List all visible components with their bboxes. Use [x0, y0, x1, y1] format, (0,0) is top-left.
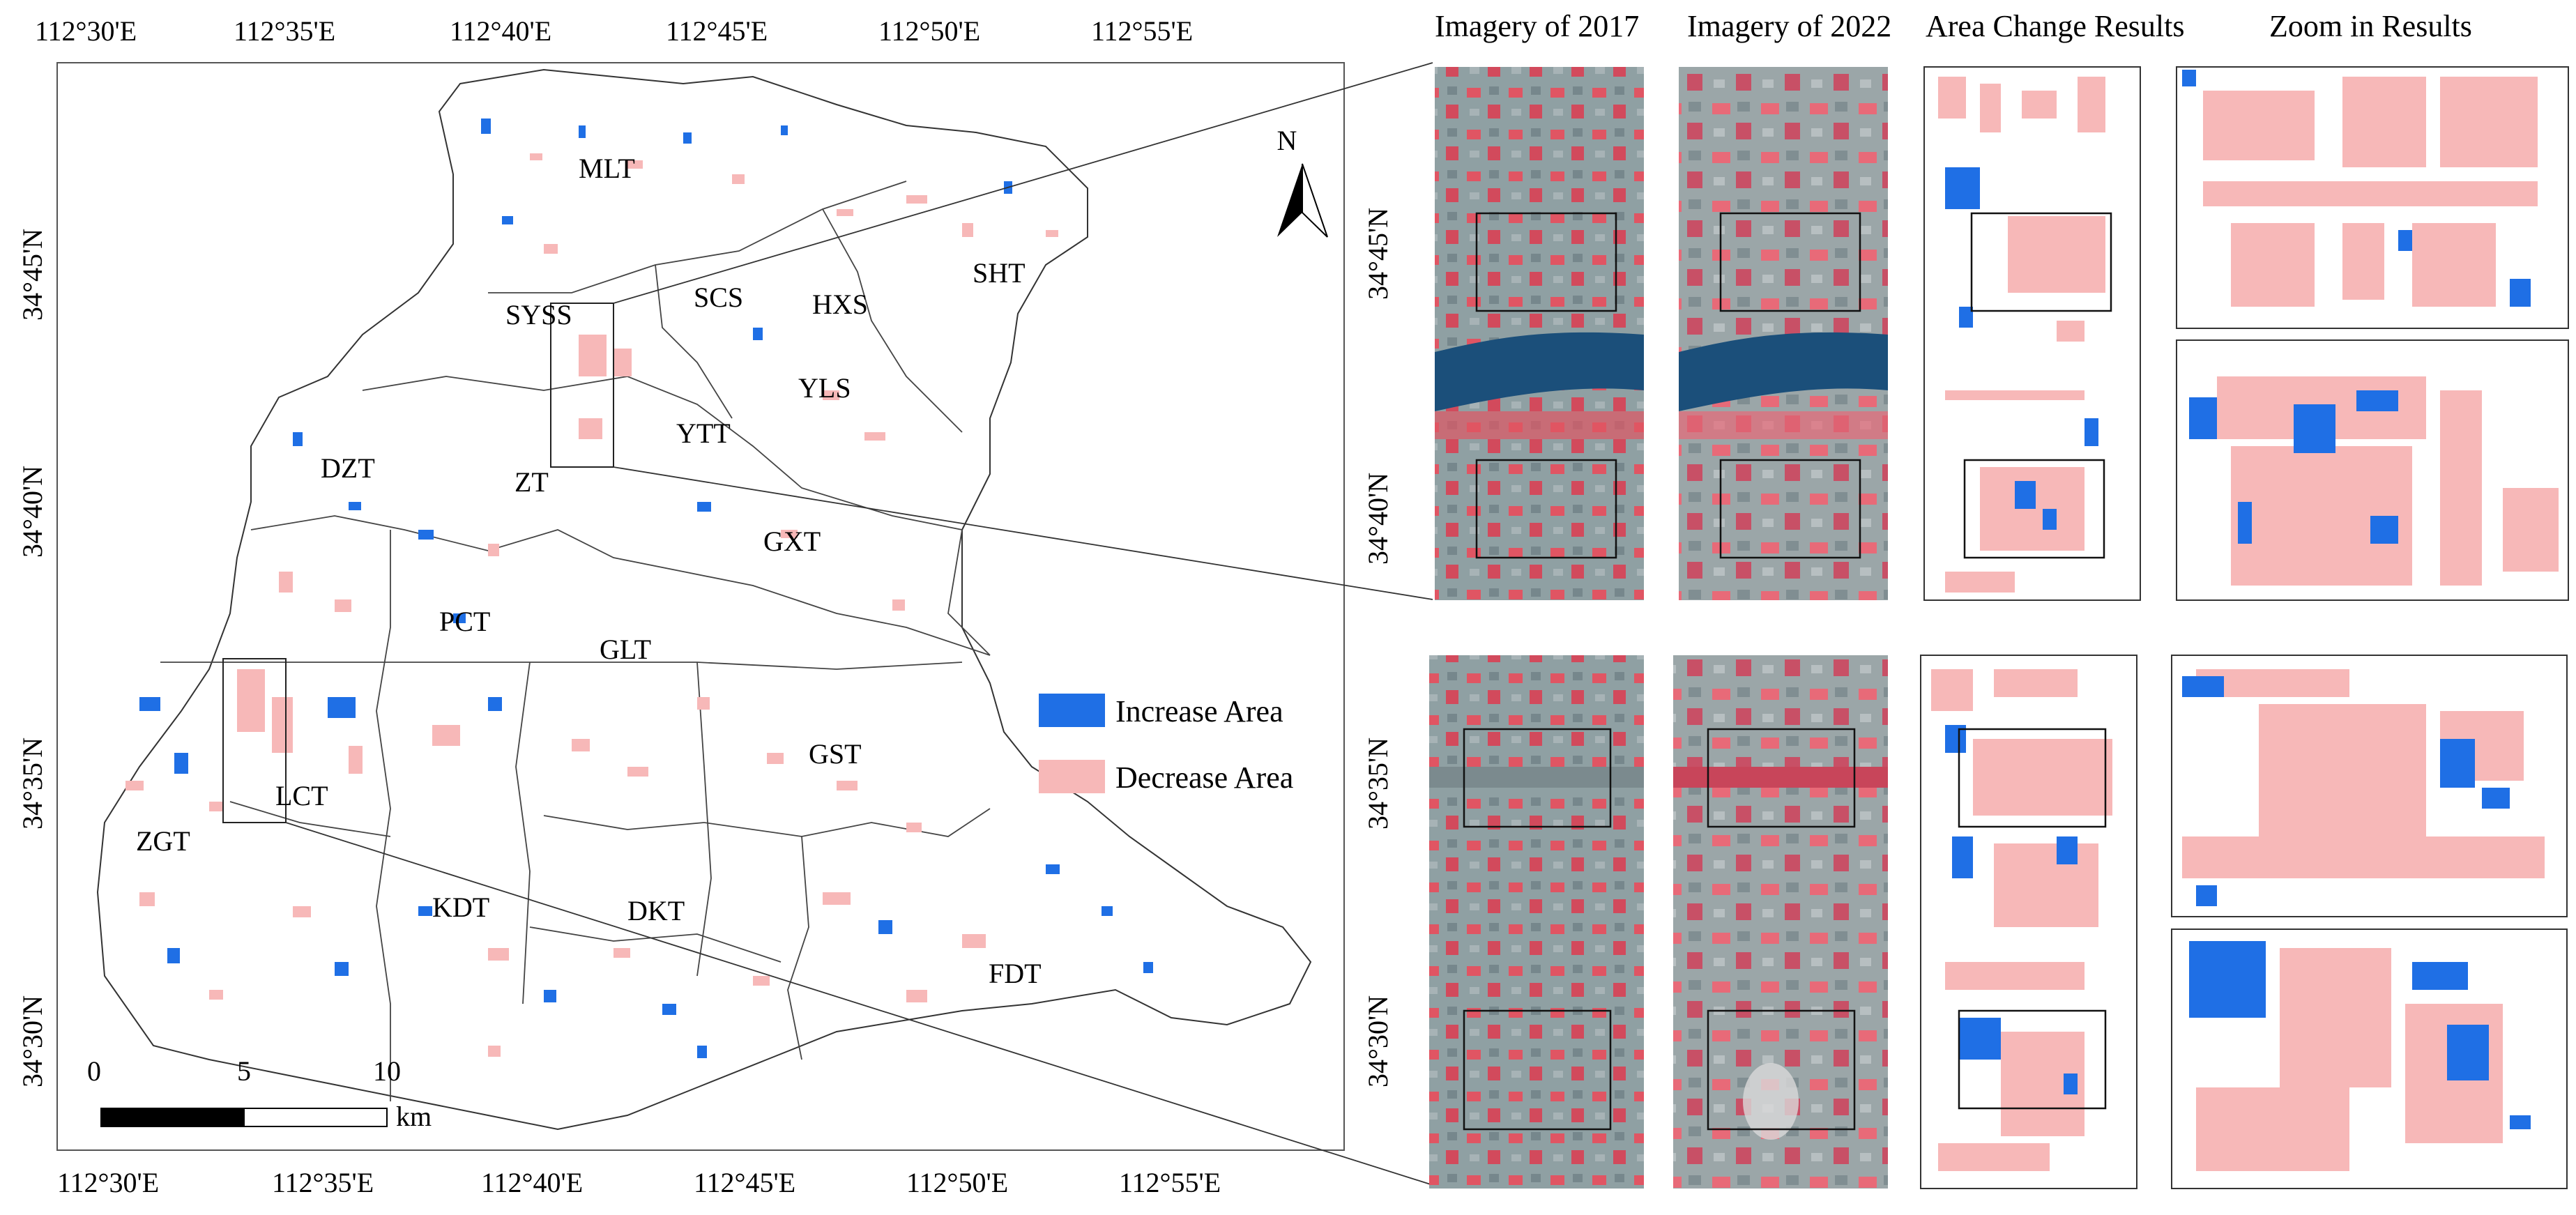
- region-labels: MLT SYSS SCS HXS SHT YLS YTT ZT DZT GXT …: [136, 153, 1042, 989]
- lat-labels-right: 34°45'N 34°40'N 34°35'N 34°30'N: [1362, 208, 1394, 1087]
- lat-label: 34°45'N: [1362, 208, 1394, 300]
- region-label-glt: GLT: [600, 634, 651, 665]
- lon-label: 112°45'E: [666, 15, 768, 47]
- region-label-ytt: YTT: [676, 418, 731, 449]
- area-change-top: [1923, 66, 2141, 601]
- region-label-gst: GST: [809, 738, 862, 770]
- lon-label: 112°50'E: [906, 1167, 1008, 1198]
- zoom-results-top-2: [2176, 339, 2569, 601]
- lon-label: 112°30'E: [35, 15, 137, 47]
- scale-tick-label: 0: [87, 1055, 101, 1087]
- region-label-pct: PCT: [439, 606, 490, 637]
- inset-connectors: [285, 62, 1433, 1186]
- zoom-results-bottom-2: [2171, 929, 2568, 1189]
- lon-labels-bottom: 112°30'E 112°35'E 112°40'E 112°45'E 112°…: [57, 1167, 1221, 1198]
- legend-swatch-increase: [1039, 694, 1105, 727]
- scale-tick-label: 5: [237, 1055, 251, 1087]
- region-label-syss: SYSS: [505, 299, 572, 330]
- north-label: N: [1277, 125, 1297, 156]
- region-label-zt: ZT: [515, 466, 549, 498]
- region-label-scs: SCS: [694, 282, 743, 313]
- district-boundaries: [160, 181, 991, 1101]
- legend: Increase Area Decrease Area: [1039, 694, 1293, 795]
- lat-labels-left: 34°45'N 34°40'N 34°35'N 34°30'N: [17, 229, 48, 1087]
- lon-label: 112°50'E: [878, 15, 980, 47]
- scale-unit: km: [396, 1101, 432, 1132]
- lat-label: 34°40'N: [1362, 473, 1394, 565]
- imagery-2017-top: [1435, 67, 1644, 600]
- north-arrow-icon: [1277, 164, 1302, 237]
- region-label-fdt: FDT: [989, 958, 1042, 989]
- change-patches: [125, 119, 1153, 1058]
- region-label-yls: YLS: [798, 372, 851, 404]
- zoom-results-bottom-1: [2171, 655, 2568, 917]
- lon-label: 112°35'E: [234, 15, 335, 47]
- lat-label: 34°35'N: [17, 738, 48, 830]
- scale-bar: 0 5 10 km: [87, 1055, 432, 1132]
- zoom-results-top-1: [2176, 66, 2569, 329]
- lon-label: 112°40'E: [481, 1167, 583, 1198]
- region-label-mlt: MLT: [579, 153, 635, 184]
- lat-label: 34°30'N: [17, 995, 48, 1087]
- lon-labels-top: 112°30'E 112°35'E 112°40'E 112°45'E 112°…: [35, 15, 1193, 47]
- region-label-zgt: ZGT: [136, 825, 190, 857]
- region-label-dkt: DKT: [627, 895, 685, 926]
- lat-label: 34°30'N: [1362, 995, 1394, 1087]
- region-label-hxs: HXS: [812, 289, 868, 320]
- lon-label: 112°55'E: [1091, 15, 1193, 47]
- legend-label-decrease: Decrease Area: [1115, 761, 1293, 795]
- north-arrow: N: [1277, 125, 1328, 238]
- area-change-bottom: [1920, 655, 2137, 1189]
- imagery-2017-bottom: [1429, 655, 1644, 1189]
- panel-titles: Imagery of 2017 Imagery of 2022 Area Cha…: [1435, 9, 2472, 43]
- lon-label: 112°35'E: [272, 1167, 374, 1198]
- panel-title-2017: Imagery of 2017: [1435, 9, 1639, 43]
- inset-box-top: [550, 303, 614, 468]
- region-label-gxt: GXT: [763, 526, 821, 557]
- lon-label: 112°40'E: [450, 15, 551, 47]
- lat-label: 34°35'N: [1362, 738, 1394, 830]
- legend-swatch-decrease: [1039, 760, 1105, 793]
- region-label-sht: SHT: [973, 257, 1026, 289]
- region-label-lct: LCT: [275, 780, 328, 811]
- scale-tick-label: 10: [373, 1055, 401, 1087]
- lat-label: 34°40'N: [17, 466, 48, 558]
- lat-label: 34°45'N: [17, 229, 48, 321]
- panel-title-area-change: Area Change Results: [1926, 9, 2184, 43]
- region-label-kdt: KDT: [432, 892, 489, 923]
- study-area-outline: [96, 68, 1312, 1131]
- inset-box-bottom: [222, 658, 287, 823]
- panel-title-2022: Imagery of 2022: [1687, 9, 1891, 43]
- lon-label: 112°30'E: [57, 1167, 159, 1198]
- panel-title-zoom: Zoom in Results: [2269, 9, 2472, 43]
- legend-label-increase: Increase Area: [1115, 694, 1283, 728]
- imagery-2022-bottom: [1673, 655, 1888, 1189]
- lon-label: 112°55'E: [1119, 1167, 1221, 1198]
- region-label-dzt: DZT: [321, 452, 375, 484]
- imagery-2022-top: [1679, 67, 1888, 600]
- lon-label: 112°45'E: [694, 1167, 795, 1198]
